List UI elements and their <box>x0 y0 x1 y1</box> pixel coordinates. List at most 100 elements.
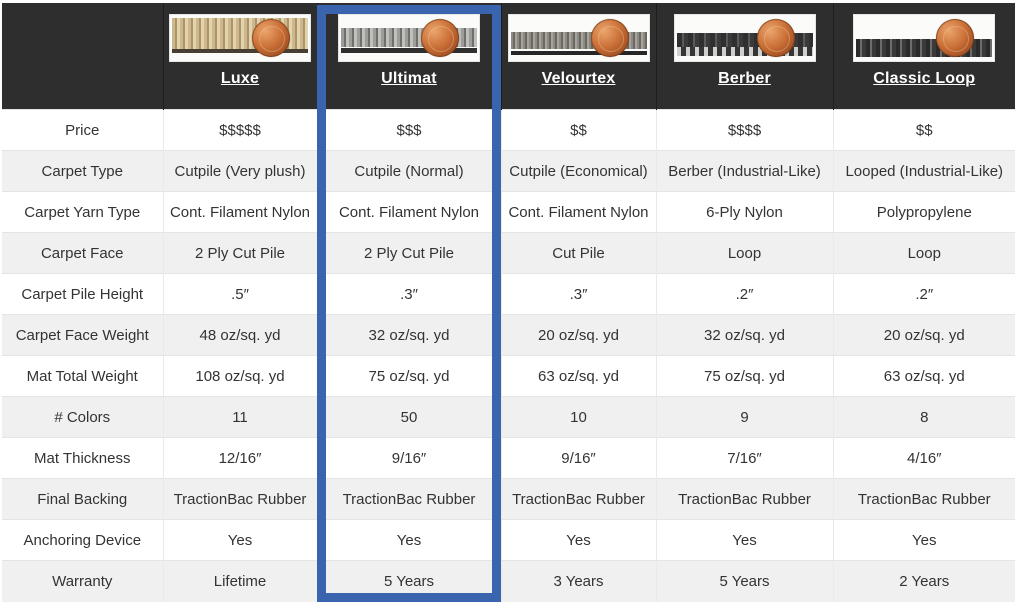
column-link-velourtex[interactable]: Velourtex <box>541 70 616 87</box>
table-cell: Loop <box>832 232 1015 274</box>
carpet-backing-strip <box>341 48 477 53</box>
row-label: Carpet Type <box>2 150 163 192</box>
table-cell: 48 oz/sq. yd <box>162 314 317 356</box>
velourtex-carpet-sample-image <box>507 14 650 62</box>
table-cell: Cont. Filament Nylon <box>316 191 501 233</box>
table-row: Carpet Pile Height .5″ .3″ .3″ .2″ .2″ <box>2 273 1015 315</box>
column-link-classic-loop[interactable]: Classic Loop <box>873 70 976 87</box>
row-label: Final Backing <box>2 478 163 520</box>
table-cell: 20 oz/sq. yd <box>500 314 656 356</box>
corner-header-cell <box>2 3 163 110</box>
table-cell: 9/16″ <box>500 437 656 479</box>
classic-loop-carpet-sample-image <box>853 14 996 62</box>
table-cell: 63 oz/sq. yd <box>500 355 656 397</box>
table-cell: Cutpile (Very plush) <box>162 150 317 192</box>
table-cell: 108 oz/sq. yd <box>162 355 317 397</box>
table-cell: 11 <box>162 396 317 438</box>
table-cell: Yes <box>162 519 317 561</box>
row-label: Anchoring Device <box>2 519 163 561</box>
table-row: Carpet Face 2 Ply Cut Pile 2 Ply Cut Pile C… <box>2 232 1015 274</box>
table-cell: Cut Pile <box>500 232 656 274</box>
table-cell: 2 Ply Cut Pile <box>316 232 501 274</box>
row-label: Price <box>2 109 163 151</box>
column-header-velourtex: Velourtex <box>500 3 656 110</box>
row-label: Carpet Face Weight <box>2 314 163 356</box>
table-row: Carpet Yarn Type Cont. Filament Nylon Cont… <box>2 191 1015 233</box>
table-cell: Cutpile (Normal) <box>316 150 501 192</box>
carpet-loop-dots <box>676 47 813 56</box>
table-cell: 2 Years <box>832 560 1015 602</box>
table-cell: .5″ <box>162 273 317 315</box>
berber-carpet-sample-image <box>673 14 816 62</box>
table-cell: TractionBac Rubber <box>500 478 656 520</box>
table-cell: 20 oz/sq. yd <box>832 314 1015 356</box>
table-cell: Lifetime <box>162 560 317 602</box>
table-cell: TractionBac Rubber <box>655 478 833 520</box>
table-cell: 5 Years <box>655 560 833 602</box>
table-cell: 63 oz/sq. yd <box>832 355 1015 397</box>
table-cell: $$$$ <box>655 109 833 151</box>
table-row: Carpet Face Weight 48 oz/sq. yd 32 oz/sq. … <box>2 314 1015 356</box>
table-cell: 50 <box>316 396 501 438</box>
row-label: Mat Total Weight <box>2 355 163 397</box>
carpet-backing-strip <box>510 51 647 55</box>
column-link-berber[interactable]: Berber <box>718 70 771 87</box>
table-cell: 9 <box>655 396 833 438</box>
table-cell: Polypropylene <box>832 191 1015 233</box>
column-link-ultimat[interactable]: Ultimat <box>381 70 437 87</box>
table-cell: Loop <box>655 232 833 274</box>
table-cell: Looped (Industrial-Like) <box>832 150 1015 192</box>
penny-icon <box>756 19 795 57</box>
carpet-backing-strip <box>172 49 308 53</box>
table-row: Mat Total Weight 108 oz/sq. yd 75 oz/sq. y… <box>2 355 1015 397</box>
table-cell: 12/16″ <box>162 437 317 479</box>
table-cell: 75 oz/sq. yd <box>316 355 501 397</box>
table-cell: .2″ <box>832 273 1015 315</box>
table-row: Anchoring Device Yes Yes Yes Yes Yes <box>2 519 1015 561</box>
row-label: Mat Thickness <box>2 437 163 479</box>
table-cell: Cont. Filament Nylon <box>162 191 317 233</box>
carpet-comparison-table: Luxe Ultimat Velourtex <box>2 3 1015 602</box>
table-row: Carpet Type Cutpile (Very plush) Cutpile (… <box>2 150 1015 192</box>
table-row: Mat Thickness 12/16″ 9/16″ 9/16″ 7/16″ 4/16″ <box>2 437 1015 479</box>
column-link-luxe[interactable]: Luxe <box>220 70 260 87</box>
row-label: Carpet Pile Height <box>2 273 163 315</box>
table-row: Price $$$$$ $$$ $$ $$$$ $$ <box>2 109 1015 151</box>
table-cell: 7/16″ <box>655 437 833 479</box>
row-label: Carpet Yarn Type <box>2 191 163 233</box>
table-cell: Yes <box>832 519 1015 561</box>
table-row: Warranty Lifetime 5 Years 3 Years 5 Years 2 Y… <box>2 560 1015 602</box>
penny-icon <box>936 19 975 57</box>
table-cell: Berber (Industrial-Like) <box>655 150 833 192</box>
column-header-ultimat: Ultimat <box>316 3 501 110</box>
penny-icon <box>590 19 629 57</box>
table-cell: Yes <box>655 519 833 561</box>
table-cell: .2″ <box>655 273 833 315</box>
table-cell: 75 oz/sq. yd <box>655 355 833 397</box>
table-cell: $$$$$ <box>162 109 317 151</box>
table-cell: $$ <box>500 109 656 151</box>
table-cell: TractionBac Rubber <box>162 478 317 520</box>
column-header-luxe: Luxe <box>162 3 317 110</box>
column-header-classic-loop: Classic Loop <box>832 3 1015 110</box>
table-row: Final Backing TractionBac Rubber TractionB… <box>2 478 1015 520</box>
table-cell: 9/16″ <box>316 437 501 479</box>
row-label: Warranty <box>2 560 163 602</box>
table-cell: 2 Ply Cut Pile <box>162 232 317 274</box>
table-cell: Cutpile (Economical) <box>500 150 656 192</box>
luxe-carpet-sample-image <box>169 14 311 62</box>
table-cell: TractionBac Rubber <box>832 478 1015 520</box>
table-cell: $$ <box>832 109 1015 151</box>
penny-icon <box>421 19 459 57</box>
table-cell: Yes <box>500 519 656 561</box>
row-label: # Colors <box>2 396 163 438</box>
ultimat-carpet-sample-image <box>338 14 480 62</box>
table-cell: Cont. Filament Nylon <box>500 191 656 233</box>
header-row: Luxe Ultimat Velourtex <box>2 3 1015 110</box>
table-cell: .3″ <box>500 273 656 315</box>
table-cell: .3″ <box>316 273 501 315</box>
carpet-comparison-page: { "header": { "columns": [ {"name": "Lux… <box>0 3 1024 606</box>
table-cell: 5 Years <box>316 560 501 602</box>
column-header-berber: Berber <box>655 3 833 110</box>
row-label: Carpet Face <box>2 232 163 274</box>
